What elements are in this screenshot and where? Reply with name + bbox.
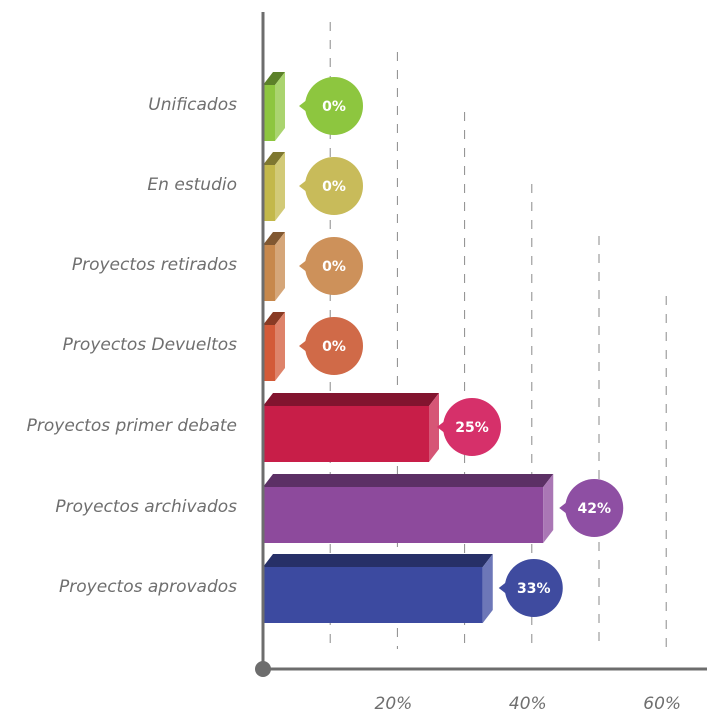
bar — [263, 72, 285, 141]
bubble-circle — [443, 398, 501, 456]
bubble-pointer — [498, 581, 508, 595]
bubble-circle — [504, 559, 563, 617]
category-labels: Unificados En estudio Proyectos retirados P… — [27, 95, 237, 597]
bubble-pointer — [437, 420, 446, 434]
bubble-pointer — [299, 179, 308, 193]
bar-front — [263, 165, 275, 221]
bar — [263, 474, 554, 543]
category-label: Proyectos primer debate — [27, 416, 237, 436]
category-label: Proyectos aprovados — [59, 577, 237, 597]
bubble-circle — [305, 157, 363, 215]
value-bubble: 0% — [299, 77, 363, 135]
bar-front — [263, 567, 483, 623]
data-label: 33% — [517, 581, 551, 597]
data-label: 0% — [322, 259, 346, 275]
bar-front — [263, 325, 275, 381]
bar-front — [263, 245, 275, 301]
bars — [263, 72, 554, 623]
category-label: Unificados — [148, 95, 237, 115]
data-label: 42% — [577, 501, 611, 517]
bubble-circle — [305, 237, 363, 295]
value-bubble: 0% — [299, 157, 363, 215]
bar-side — [275, 72, 285, 141]
bar — [263, 393, 439, 462]
bubble-pointer — [559, 501, 569, 515]
bar-top — [263, 152, 285, 165]
category-label: Proyectos Devueltos — [63, 335, 237, 355]
bubble-circle — [305, 77, 363, 135]
bar-top — [263, 312, 285, 325]
bar-front — [263, 85, 275, 141]
data-label: 0% — [322, 99, 346, 115]
value-bubbles: 0% 0% 0% 0% 25% 42% 33% — [299, 77, 624, 617]
bubble-circle — [305, 317, 363, 375]
bar-side — [275, 152, 285, 221]
data-label: 0% — [322, 339, 346, 355]
bar-front — [263, 487, 544, 543]
bar-top — [263, 232, 285, 245]
bar — [263, 554, 493, 623]
value-bubble: 0% — [299, 317, 363, 375]
bar-top — [263, 554, 493, 567]
axis-origin-dot — [255, 661, 271, 677]
data-label: 0% — [322, 179, 346, 195]
axes: 20% 40% 60% — [255, 12, 707, 714]
bar — [263, 312, 285, 381]
bar-side — [429, 393, 439, 462]
bar-side — [543, 474, 554, 543]
value-bubble: 33% — [498, 559, 563, 617]
category-label: Proyectos retirados — [72, 255, 237, 275]
data-label: 25% — [455, 420, 489, 436]
bar-side — [482, 554, 493, 623]
bubble-circle — [565, 479, 624, 537]
x-tick-label: 20% — [375, 694, 413, 714]
bar-side — [275, 232, 285, 301]
category-label: Proyectos archivados — [55, 497, 237, 517]
bar-top — [263, 474, 554, 487]
value-bubble: 0% — [299, 237, 363, 295]
category-label: En estudio — [147, 175, 237, 195]
x-tick-label: 60% — [643, 694, 681, 714]
bubble-pointer — [299, 99, 308, 113]
bar-front — [263, 406, 429, 462]
x-tick-label: 40% — [509, 694, 547, 714]
bar — [263, 152, 285, 221]
bar-side — [275, 312, 285, 381]
value-bubble: 42% — [559, 479, 624, 537]
bar-top — [263, 393, 439, 406]
value-bubble: 25% — [437, 398, 501, 456]
bar — [263, 232, 285, 301]
bubble-pointer — [299, 259, 308, 273]
bubble-pointer — [299, 339, 308, 353]
bar-top — [263, 72, 285, 85]
